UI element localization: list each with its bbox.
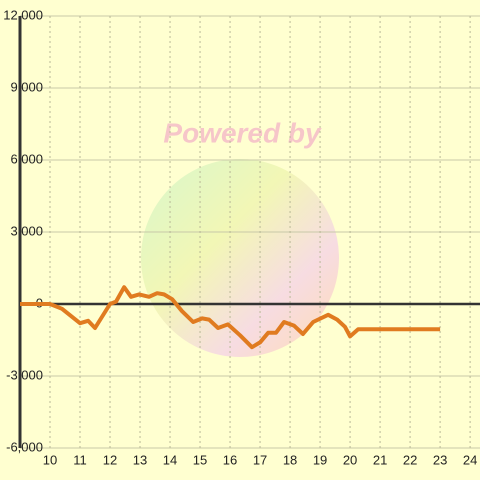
- x-tick-label: 18: [283, 452, 297, 467]
- y-tick-label: -3,000: [6, 367, 43, 382]
- x-tick-label: 22: [403, 452, 417, 467]
- x-tick-label: 24: [463, 452, 477, 467]
- y-tick-label: -6,000: [6, 439, 43, 454]
- x-tick-label: 11: [73, 452, 87, 467]
- x-tick-label: 23: [433, 452, 447, 467]
- x-tick-label: 20: [343, 452, 357, 467]
- x-tick-label: 15: [193, 452, 207, 467]
- x-tick-label: 16: [223, 452, 237, 467]
- x-tick-label: 17: [253, 452, 267, 467]
- y-tick-label: 3,000: [10, 223, 43, 238]
- y-tick-label: 9,000: [10, 79, 43, 94]
- x-tick-label: 19: [313, 452, 327, 467]
- watermark-logo: [141, 159, 339, 357]
- x-tick-label: 21: [373, 452, 387, 467]
- watermark-text: Powered by: [163, 117, 322, 148]
- x-tick-label: 14: [163, 452, 177, 467]
- x-tick-label: 10: [43, 452, 57, 467]
- x-tick-label: 13: [133, 452, 147, 467]
- x-tick-label: 12: [103, 452, 117, 467]
- line: [20, 285, 441, 350]
- y-tick-label: 12,000: [3, 7, 43, 22]
- y-tick-label: 6,000: [10, 151, 43, 166]
